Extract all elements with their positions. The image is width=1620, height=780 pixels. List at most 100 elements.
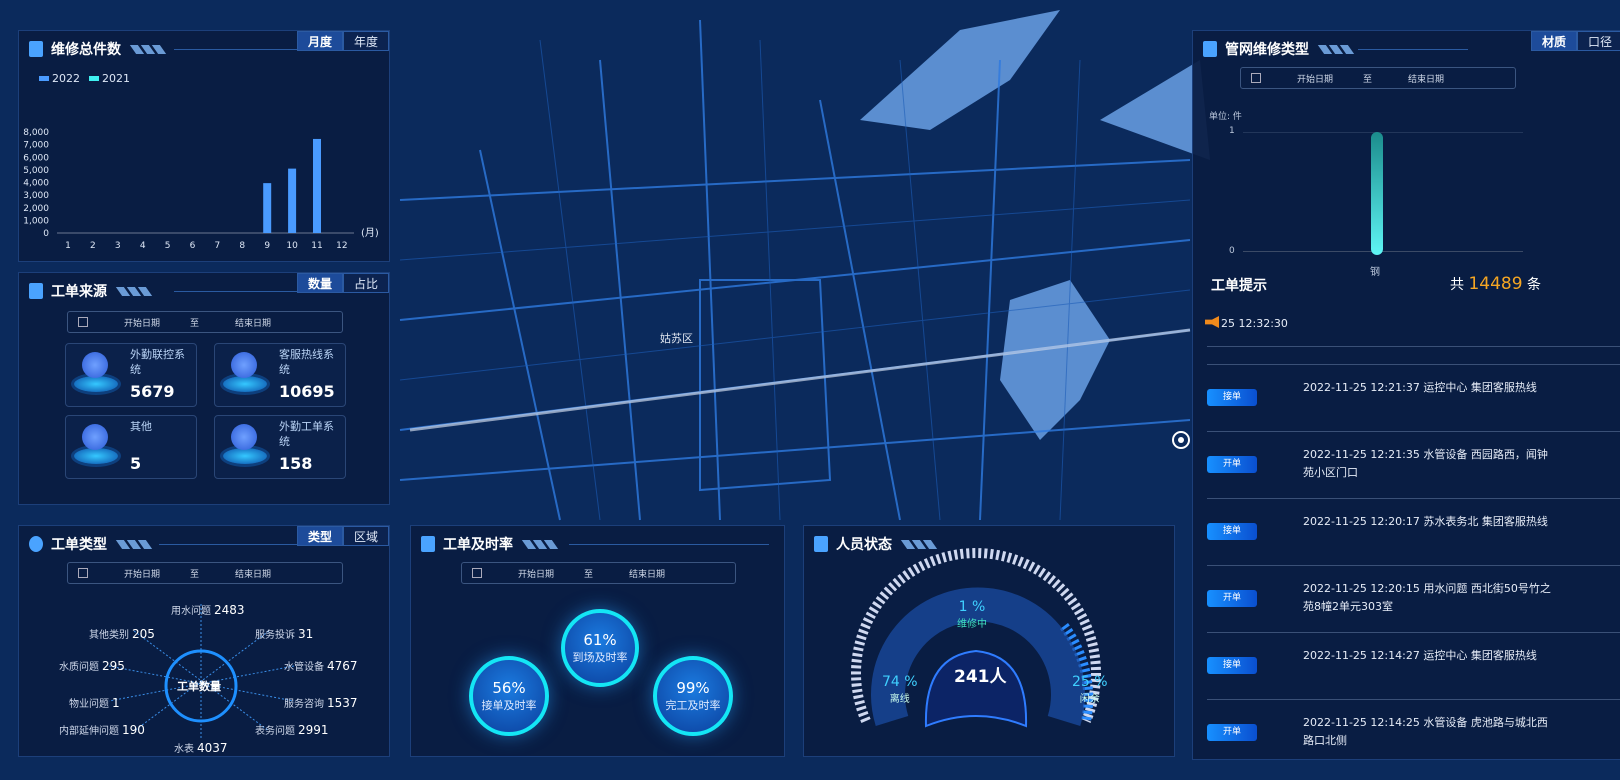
badge-icon [231,424,257,450]
date-range-picker[interactable]: 开始日期 至 结束日期 [461,562,736,584]
panel-title: 管网维修类型 [1225,42,1309,58]
calendar-icon [472,568,482,578]
type-label: 服务咨询 1537 [284,696,358,711]
tab-ratio[interactable]: 占比 [343,273,389,293]
start-date-input[interactable]: 开始日期 [518,569,555,580]
list-item[interactable]: 接单 2022-11-25 12:14:27 运控中心 集团客服热线 [1207,632,1620,699]
type-label: 用水问题 2483 [171,603,245,618]
y-tick: 1,000 [23,216,49,226]
timely-panel: 工单及时率 开始日期 至 结束日期 56% 接单及时率 61% 到场及时率 99% 完… [410,525,785,757]
end-date-input[interactable]: 结束日期 [235,318,272,329]
person-icon [29,283,43,299]
type-label: 水质问题 295 [59,659,125,674]
list-item[interactable]: 开单 2022-11-25 12:21:35 水管设备 西园路西，闻钟苑小区门口 [1207,431,1620,498]
tab-type[interactable]: 类型 [297,526,343,546]
date-separator: 至 [584,569,594,580]
start-date-input[interactable]: 开始日期 [124,569,161,580]
date-range-picker[interactable]: 开始日期 至 结束日期 [67,311,343,333]
calendar-icon [78,317,88,327]
list-item[interactable]: 开单 2022-11-25 12:14:25 水管设备 虎池路与城北西路口北侧 [1207,699,1620,766]
staff-total: 241人 [954,667,1007,687]
y-tick: 2,000 [23,204,49,214]
radial-center-label: 工单数量 [177,680,221,693]
calendar-icon [78,568,88,578]
type-label: 服务投诉 31 [255,627,314,642]
timely-ring: 56% 接单及时率 [469,656,549,736]
end-date-input[interactable]: 结束日期 [1408,74,1445,85]
panel-title: 工单类型 [51,537,107,553]
status-badge: 开单 [1207,590,1257,607]
staff-offline: 74 % 离线 [882,674,918,705]
type-label: 表务问题 2991 [255,723,329,738]
users-icon [814,536,828,552]
clipboard-icon [29,41,43,57]
start-date-input[interactable]: 开始日期 [1297,74,1334,85]
y-tick: 3,000 [23,191,49,201]
hand-icon [231,352,257,378]
tab-yearly[interactable]: 年度 [343,31,389,51]
calendar-icon [1251,73,1261,83]
y-tick: 7,000 [23,141,49,151]
y-tick: 1 [1229,126,1235,136]
list-item-text: 2022-11-25 12:20:17 苏水表务北 集团客服热线 [1303,515,1548,528]
legend-label: 2021 [102,72,130,85]
status-badge: 接单 [1207,389,1257,406]
tab-material[interactable]: 材质 [1531,31,1577,51]
source-card: 外勤联控系统 5679 [65,343,197,407]
panel-title: 工单及时率 [443,537,513,553]
pipe-bar[interactable] [1371,132,1383,255]
x-tick: 5 [165,241,171,251]
tips-total: 共 14489 条 [1450,274,1541,294]
y-tick: 8,000 [23,128,49,138]
chart-unit: 单位: 件 [1209,112,1242,122]
date-range-picker[interactable]: 开始日期 至 结束日期 [1240,67,1516,89]
x-tick: 11 [311,241,322,251]
list-item[interactable]: 接单 2022-11-25 12:21:37 运控中心 集团客服热线 [1207,364,1620,431]
bar-2022 [263,183,272,233]
x-tick: 3 [115,241,121,251]
y-tick: 0 [43,229,49,239]
type-label: 其他类别 205 [89,627,155,642]
tab-count[interactable]: 数量 [297,273,343,293]
legend-swatch [39,76,49,81]
megaphone-icon [1205,316,1219,328]
end-date-input[interactable]: 结束日期 [235,569,272,580]
list-item-text: 2022-11-25 12:14:27 运控中心 集团客服热线 [1303,649,1537,662]
x-tick: 9 [264,241,270,251]
tab-region[interactable]: 区域 [343,526,389,546]
y-tick: 4,000 [23,179,49,189]
type-label: 水表 4037 [174,741,228,756]
list-item-text: 2022-11-25 12:21:35 水管设备 西园路西，闻钟苑小区门口 [1303,448,1548,479]
user-check-icon [421,536,435,552]
types-panel: 工单类型 类型 区域 开始日期 至 结束日期 工单数量 用水问题 2483 其他类… [18,525,390,757]
tab-diameter[interactable]: 口径 [1577,31,1620,51]
list-item-text: 2022-11-25 12:21:37 运控中心 集团客服热线 [1303,381,1537,394]
y-tick: 6,000 [23,153,49,163]
repair-total-panel: 维修总件数 月度 年度 2022 2021 0 1,000 2,000 3,000 4,00… [18,30,390,262]
start-date-input[interactable]: 开始日期 [124,318,161,329]
date-separator: 至 [190,569,200,580]
pie-icon [29,536,43,552]
source-card: 客服热线系统 10695 [214,343,346,407]
staff-gauge [851,548,1101,728]
x-tick: 10 [286,241,298,251]
legend-swatch [89,76,99,81]
list-item[interactable]: 开单 2022-11-25 12:20:15 用水问题 西北街50号竹之苑8幢2单… [1207,565,1620,632]
id-badge-icon [1203,41,1217,57]
staff-repairing: 1 % 维修中 [957,599,987,630]
map-district-label: 姑苏区 [660,332,693,345]
tab-monthly[interactable]: 月度 [297,31,343,51]
bar-2022 [288,168,297,233]
status-badge: 开单 [1207,456,1257,473]
pipe-panel: 管网维修类型 材质 口径 开始日期 至 结束日期 单位: 件 1 0 钢 工单提… [1192,30,1620,760]
type-label: 内部延伸问题 190 [59,723,145,738]
x-tick: 12 [336,241,347,251]
latest-time: 25 12:32:30 [1221,317,1288,330]
repair-bar-chart: 2022 2021 0 1,000 2,000 3,000 4,000 5,000 6,000 7… [23,72,379,251]
list-item[interactable]: 接单 2022-11-25 12:20:17 苏水表务北 集团客服热线 [1207,498,1620,565]
date-range-picker[interactable]: 开始日期 至 结束日期 [67,562,343,584]
user-icon [82,352,108,378]
end-date-input[interactable]: 结束日期 [629,569,666,580]
x-tick: 1 [65,241,71,251]
y-tick: 5,000 [23,166,49,176]
